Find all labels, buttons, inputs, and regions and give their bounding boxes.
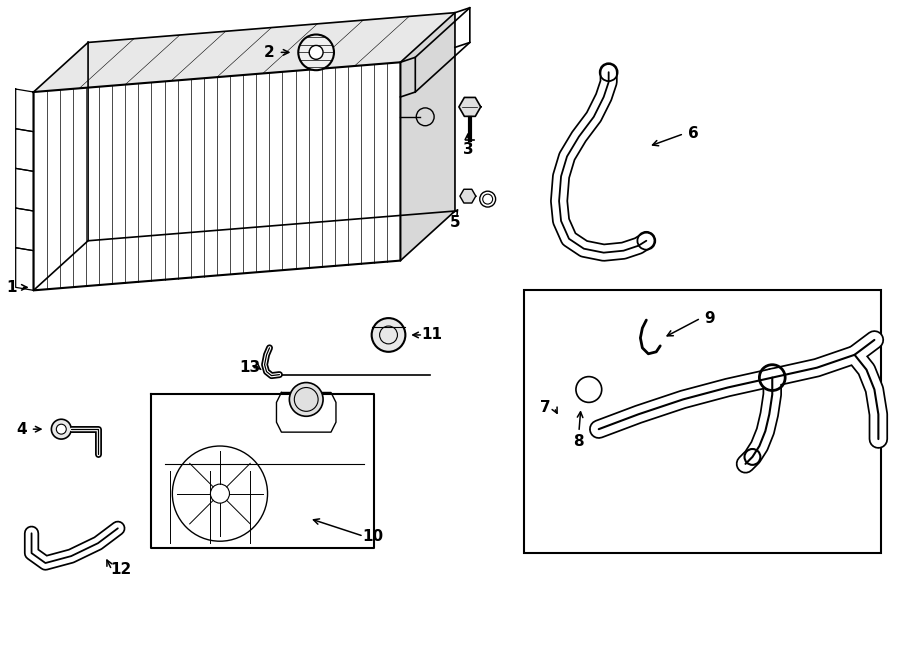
Circle shape: [51, 419, 71, 439]
Text: 5: 5: [450, 215, 460, 231]
Circle shape: [57, 424, 67, 434]
Bar: [525, 290, 881, 553]
Polygon shape: [459, 97, 481, 116]
Circle shape: [298, 34, 334, 70]
Text: 1: 1: [6, 280, 17, 295]
Polygon shape: [460, 189, 476, 203]
Text: 12: 12: [110, 563, 131, 578]
Text: 3: 3: [463, 142, 473, 157]
Circle shape: [482, 194, 492, 204]
Circle shape: [290, 383, 323, 416]
Circle shape: [310, 46, 323, 59]
Text: 9: 9: [705, 311, 716, 326]
Circle shape: [372, 318, 405, 352]
Text: 7: 7: [540, 400, 551, 415]
Polygon shape: [400, 13, 455, 260]
Text: 4: 4: [16, 422, 27, 437]
Text: 6: 6: [688, 126, 698, 141]
Text: 13: 13: [239, 360, 260, 375]
Text: 8: 8: [573, 434, 584, 449]
Polygon shape: [33, 13, 455, 92]
Text: 10: 10: [362, 529, 383, 544]
Text: 2: 2: [265, 45, 274, 60]
Text: 11: 11: [422, 327, 443, 342]
